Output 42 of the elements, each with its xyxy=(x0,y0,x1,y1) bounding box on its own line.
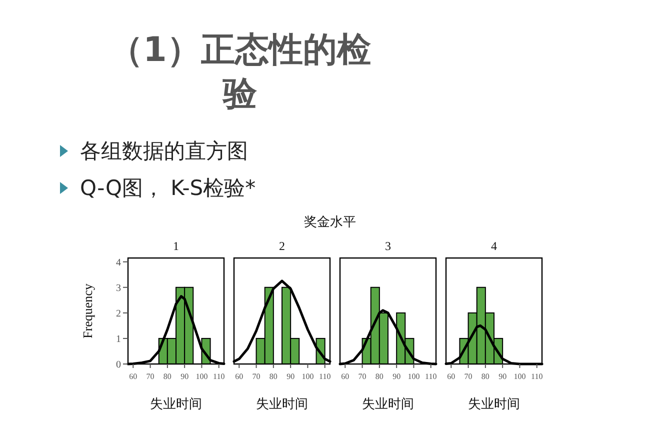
text: （1）正态性的检验 xyxy=(108,29,372,116)
x-tick-label: 110 xyxy=(425,372,437,381)
y-axis-title: Frequency xyxy=(80,283,95,338)
x-tick-label: 110 xyxy=(319,372,331,381)
x-tick-label: 80 xyxy=(163,372,172,381)
x-tick-label: 80 xyxy=(375,372,384,381)
x-tick-label: 70 xyxy=(358,372,366,381)
chart-title: 4 xyxy=(491,239,497,253)
y-tick-label: 1 xyxy=(116,334,121,345)
x-axis-title: 失业时间 xyxy=(256,397,308,412)
x-tick-label: 60 xyxy=(341,372,350,381)
chart-title: 2 xyxy=(279,239,285,253)
x-axis-title: 失业时间 xyxy=(362,397,414,412)
x-tick-label: 60 xyxy=(235,372,244,381)
x-tick-label: 80 xyxy=(269,372,278,381)
x-tick-label: 80 xyxy=(481,372,490,381)
x-tick-label: 70 xyxy=(146,372,154,381)
x-tick-label: 70 xyxy=(464,372,472,381)
y-tick-label: 0 xyxy=(116,360,121,370)
y-tick-label: 4 xyxy=(116,257,121,268)
x-tick-label: 100 xyxy=(302,372,314,381)
text: 奖金水平 xyxy=(304,214,356,231)
chart-title: 1 xyxy=(173,239,179,253)
x-tick-label: 100 xyxy=(408,372,420,381)
x-axis-title: 失业时间 xyxy=(150,397,202,412)
x-tick-label: 90 xyxy=(392,372,401,381)
text: 各组数据的直方图 xyxy=(80,138,248,165)
x-tick-label: 90 xyxy=(286,372,295,381)
x-tick-label: 60 xyxy=(447,372,456,381)
text: Q-Q图， K-S检验* xyxy=(80,175,256,202)
x-tick-label: 100 xyxy=(514,372,526,381)
x-tick-label: 110 xyxy=(213,372,225,381)
x-tick-label: 100 xyxy=(196,372,208,381)
x-tick-label: 60 xyxy=(129,372,138,381)
x-tick-label: 90 xyxy=(180,372,189,381)
x-tick-label: 70 xyxy=(252,372,260,381)
y-tick-label: 2 xyxy=(116,308,121,320)
y-tick-label: 3 xyxy=(116,282,121,294)
x-tick-label: 90 xyxy=(498,372,507,381)
chart-title: 3 xyxy=(385,239,391,253)
x-tick-label: 110 xyxy=(531,372,543,381)
x-axis-title: 失业时间 xyxy=(468,397,520,412)
